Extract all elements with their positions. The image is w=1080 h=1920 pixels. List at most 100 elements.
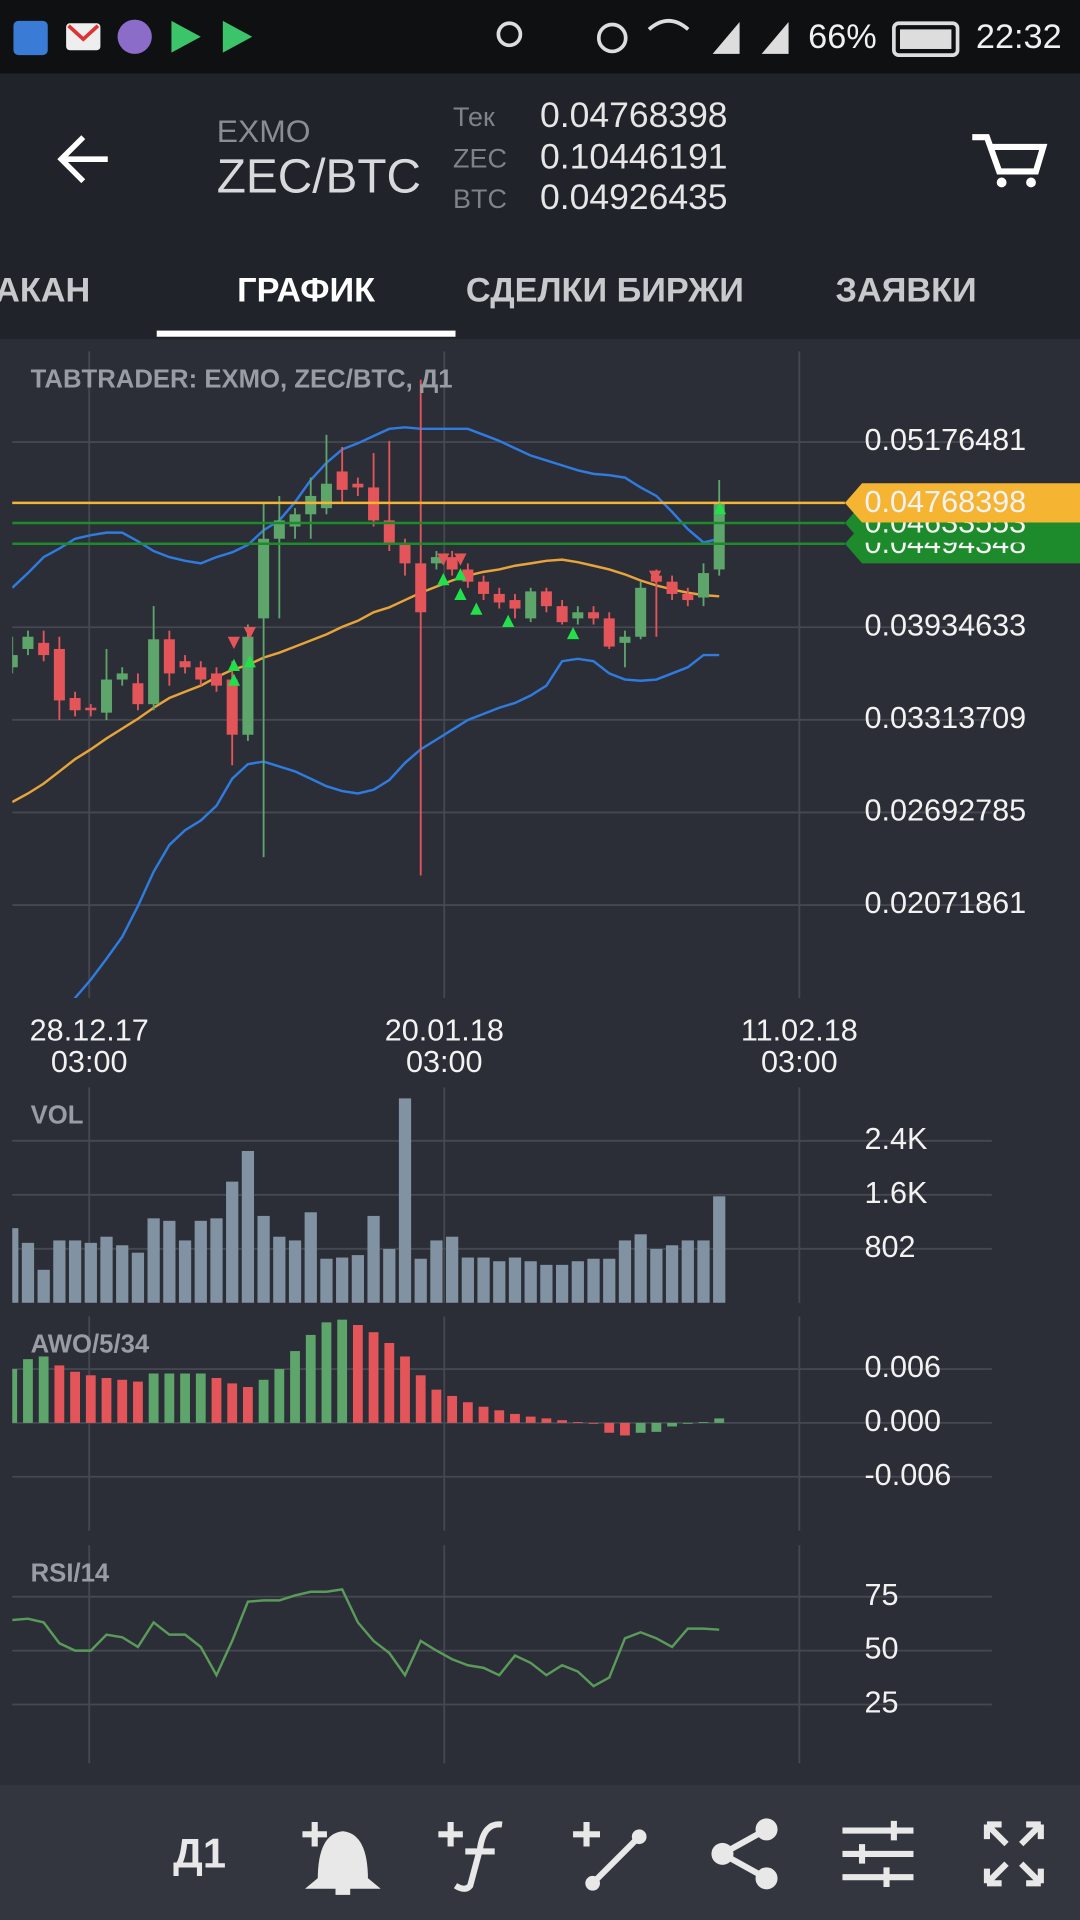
icon-dot xyxy=(585,1875,600,1891)
y-tick-label: 25 xyxy=(864,1686,898,1720)
status-icon xyxy=(712,22,740,54)
bar xyxy=(337,1319,348,1423)
candle-body xyxy=(572,612,584,619)
status-icon xyxy=(117,19,152,54)
bar xyxy=(38,1356,49,1423)
candle-body xyxy=(289,514,301,527)
bar xyxy=(571,1261,584,1303)
bar xyxy=(431,1389,442,1423)
tab[interactable]: СДЕЛКИ БИРЖИ xyxy=(466,272,744,310)
candle-body xyxy=(163,639,175,674)
back-button[interactable] xyxy=(57,135,108,184)
bar xyxy=(258,1379,269,1423)
draw-button[interactable] xyxy=(573,1822,642,1886)
price-label: ZEC xyxy=(453,144,507,174)
timeframe-button[interactable]: Д1 xyxy=(173,1829,226,1876)
cart-wheel xyxy=(1026,177,1036,188)
pair-name: ZEC/BTC xyxy=(217,151,421,204)
candle-body xyxy=(540,591,552,607)
candle-body xyxy=(22,636,34,649)
bar xyxy=(180,1373,190,1423)
bar xyxy=(352,1325,363,1423)
bar xyxy=(194,1220,207,1303)
bar xyxy=(461,1257,474,1303)
price-tag xyxy=(844,483,1080,523)
bar xyxy=(273,1236,286,1303)
bar xyxy=(37,1269,50,1303)
tab[interactable]: ЗАЯВКИ xyxy=(836,272,977,310)
bar xyxy=(478,1406,489,1423)
bar xyxy=(540,1264,553,1303)
panel xyxy=(12,1087,992,1303)
bar xyxy=(100,1236,113,1303)
candle-body xyxy=(179,661,191,668)
tab-active[interactable]: ГРАФИК xyxy=(237,272,375,310)
bar xyxy=(415,1375,426,1423)
bar xyxy=(603,1258,616,1303)
signals xyxy=(227,502,727,686)
x-tick-label: 03:00 xyxy=(761,1045,838,1079)
bar xyxy=(414,1258,427,1303)
y-tick-label: 1.6K xyxy=(864,1176,928,1210)
price-value: 0.10446191 xyxy=(540,137,728,177)
y-tick-label: 0.000 xyxy=(864,1404,941,1438)
settings-button[interactable] xyxy=(842,1820,914,1887)
bar xyxy=(508,1257,522,1303)
candle-body xyxy=(242,636,254,735)
battery-percent: 66% xyxy=(808,18,877,56)
panel-title: TABTRADER: EXMO, ZEC/BTC, Д1 xyxy=(31,366,453,394)
bar xyxy=(462,1402,473,1423)
candle-body xyxy=(635,587,647,637)
candle-body xyxy=(603,618,615,647)
alert-button[interactable] xyxy=(302,1822,381,1895)
icon-dot xyxy=(631,1829,647,1845)
bar xyxy=(650,1248,663,1303)
y-tick-label: 0.03313709 xyxy=(864,701,1026,735)
y-tick-label: 0.006 xyxy=(864,1350,941,1384)
bar xyxy=(587,1258,600,1303)
panel-title: VOL xyxy=(31,1102,84,1130)
status-icon xyxy=(13,20,48,56)
battery-level xyxy=(900,29,952,49)
bar xyxy=(588,1422,599,1424)
bar xyxy=(257,1215,270,1303)
fullscreen-button[interactable] xyxy=(983,1821,1044,1887)
price-label: BTC xyxy=(453,184,507,214)
bar xyxy=(164,1373,175,1423)
cart-button[interactable] xyxy=(972,134,1048,175)
candle-body xyxy=(713,503,725,570)
bar xyxy=(477,1257,490,1303)
bar xyxy=(351,1255,364,1303)
indicator-button[interactable] xyxy=(438,1821,503,1892)
toolbar xyxy=(0,1785,1080,1920)
exchange-name: EXMO xyxy=(217,113,311,149)
price-tag-label: 0.04768398 xyxy=(864,485,1026,519)
status-icon xyxy=(596,22,628,54)
icon-dot xyxy=(755,1867,778,1890)
bar xyxy=(713,1196,726,1303)
candle-body xyxy=(525,591,537,619)
tab[interactable]: АКАН xyxy=(0,272,90,310)
y-tick-label: -0.006 xyxy=(864,1458,951,1492)
candle-body xyxy=(383,520,395,545)
candle-body xyxy=(100,679,113,713)
y-tick-label: 2.4K xyxy=(864,1122,928,1156)
bar xyxy=(85,1375,96,1423)
bar xyxy=(667,1422,677,1427)
bar xyxy=(525,1416,536,1423)
status-icon xyxy=(222,20,253,53)
candle-body xyxy=(462,569,474,582)
candle-body xyxy=(69,698,81,711)
status-icon xyxy=(761,22,789,54)
candle-body xyxy=(399,544,411,564)
candle-body xyxy=(148,639,160,705)
bar xyxy=(400,1356,410,1423)
panel xyxy=(12,1316,992,1531)
bar xyxy=(367,1215,380,1303)
panel-title: AWO/5/34 xyxy=(31,1331,150,1359)
candle-body xyxy=(85,707,97,711)
bar xyxy=(430,1240,443,1303)
bar xyxy=(21,1242,35,1303)
